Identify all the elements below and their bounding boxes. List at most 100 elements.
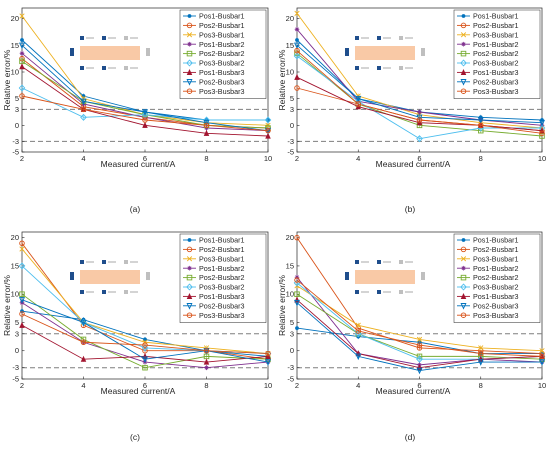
chart-panel: 2 4 6 8 10 -5 -3 0 3 5 10 15 20 Measured current/A Rel… [2,231,272,442]
inset-sensor-icon [102,260,106,264]
data-point [355,322,361,328]
legend-entry: Pos2-Busbar2 [199,49,245,58]
data-point [204,365,209,370]
y-tick-label: 5 [15,318,19,327]
inset-busbar-block [80,270,140,284]
data-point [416,367,423,375]
y-tick-label: 0 [290,121,294,130]
y-axis-label: Relative error/% [2,49,12,110]
data-point [18,42,26,50]
legend-marker [461,265,466,271]
legend-marker [187,238,192,242]
legend-box [179,233,267,323]
y-tick-label: 15 [11,41,19,50]
legend-entry: Pos3-Busbar2 [473,283,519,292]
y-tick-label: 15 [286,41,294,50]
y-tick-label: 10 [286,290,294,299]
legend-marker [187,14,192,18]
data-point [416,342,423,348]
y-tick-label: 5 [15,94,19,103]
data-point [265,132,271,139]
legend-marker [186,22,193,29]
x-tick-label: 2 [295,154,299,163]
y-tick-label: 3 [15,329,19,338]
data-point [355,95,362,103]
inset-busbar-block [355,46,415,60]
inset-sensor-icon [124,260,128,264]
data-point [19,321,25,328]
legend-marker [186,292,193,300]
legend: Pos1-Busbar1Pos2-Busbar1Pos3-Busbar1Pos1… [453,9,541,99]
legend-entry: Pos3-Busbar1 [473,30,519,39]
data-point [477,359,484,366]
inset-sensor-icon [421,48,425,56]
inset-sensor-icon [80,290,84,294]
inset-sensor-icon [399,66,403,70]
legend-entry: Pos3-Busbar1 [199,254,245,263]
y-tick-label: -3 [12,137,19,146]
legend-marker [186,256,193,262]
series [294,47,545,137]
data-point [539,353,545,360]
legend-marker [186,246,193,253]
legend-entry: Pos1-Busbar2 [473,40,519,49]
inset-sensor-icon [80,66,84,70]
data-point [478,350,484,357]
data-point [294,73,300,80]
inset-busbar-block [80,46,140,60]
data-point [265,350,271,357]
y-tick-label: 10 [11,68,19,77]
data-point [203,122,210,129]
data-point [19,291,25,297]
y-tick-label: 20 [286,14,294,23]
legend-marker [460,256,467,262]
panel-caption: (a) [130,204,141,214]
legend-entry: Pos1-Busbar1 [199,12,245,21]
panel-caption: (d) [405,432,416,442]
data-point [293,42,301,50]
series [19,311,271,357]
x-tick-label: 6 [417,154,421,163]
data-point [539,348,545,354]
data-point [355,101,362,107]
legend-entry: Pos1-Busbar3 [199,68,245,77]
inset-sensor-icon [146,48,150,56]
data-point [294,234,300,241]
legend-marker [460,246,467,253]
x-tick-label: 8 [479,381,483,390]
legend-entry: Pos3-Busbar1 [473,254,519,263]
inset-sensor-icon [355,66,359,70]
data-point [141,356,149,363]
data-point [142,121,148,128]
data-point [203,129,210,136]
panel-caption: (c) [130,432,140,442]
legend-marker [460,59,467,67]
y-tick-label: 15 [11,261,19,270]
x-tick-label: 8 [479,154,483,163]
legend-marker [186,68,193,75]
inset-sensor-icon [377,260,381,264]
y-tick-label: 10 [286,68,294,77]
data-point [264,359,272,366]
panel-caption: (b) [405,204,416,214]
inset-sensor-icon [102,66,106,70]
legend-entry: Pos1-Busbar3 [199,292,245,301]
chart-panel: 2 4 6 8 10 -5 -3 0 3 5 10 15 20 Measured current/A Rel… [2,7,272,214]
x-tick-label: 4 [81,154,85,163]
legend-entry: Pos1-Busbar1 [473,12,519,21]
legend-entry: Pos1-Busbar3 [473,68,519,77]
data-point [19,311,25,317]
legend-entry: Pos2-Busbar2 [199,273,245,282]
data-point [294,27,300,32]
data-point [19,51,25,56]
data-point [18,297,26,304]
data-point [19,93,25,99]
legend-marker [460,274,467,281]
data-point [18,262,26,270]
data-point [416,355,423,363]
legend-entry: Pos2-Busbar1 [199,21,245,30]
inset-busbar-block [355,270,415,284]
y-tick-label: 20 [11,233,19,242]
